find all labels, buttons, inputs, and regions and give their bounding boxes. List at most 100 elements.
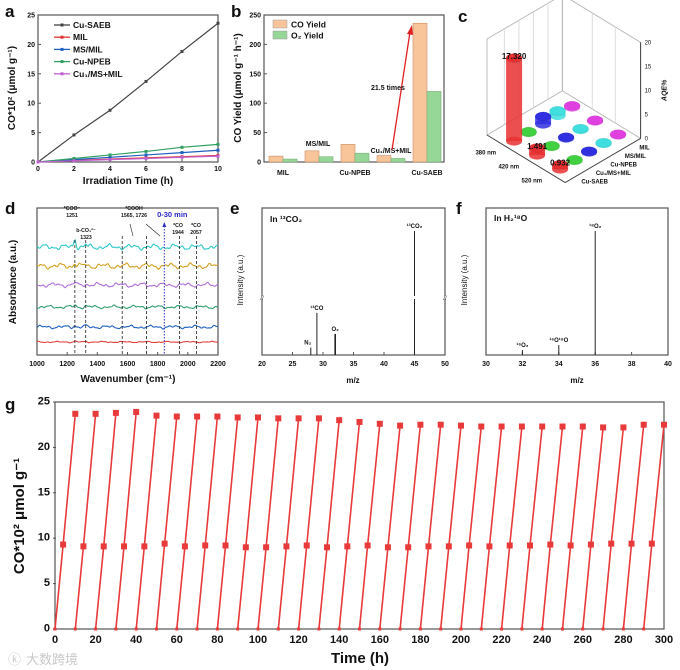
a-point bbox=[72, 133, 76, 137]
f-peak-label: ¹⁸O₂ bbox=[589, 223, 602, 230]
a-point bbox=[180, 145, 184, 149]
e-x-tick-label: 45 bbox=[411, 361, 419, 368]
a-point bbox=[108, 158, 112, 162]
b-y-tick-label: 0 bbox=[257, 160, 261, 167]
d-spectrum-trace bbox=[36, 238, 218, 251]
d-spectrum-trace bbox=[36, 304, 219, 310]
d-x-tick-label: 1200 bbox=[59, 361, 75, 368]
d-x-tick-label: 1400 bbox=[90, 361, 106, 368]
panel-letter-c: c bbox=[458, 7, 467, 26]
e-x-tick-label: 50 bbox=[441, 361, 449, 368]
g-point bbox=[295, 415, 302, 422]
a-x-tick-label: 8 bbox=[180, 166, 184, 173]
g-point bbox=[53, 627, 57, 631]
g-point bbox=[397, 422, 404, 429]
g-point bbox=[520, 627, 524, 631]
g-point bbox=[445, 543, 452, 550]
a-legend-label: MS/MIL bbox=[73, 44, 103, 54]
b-y-tick-label: 250 bbox=[249, 13, 261, 20]
panel-letter-a: a bbox=[5, 2, 15, 21]
a-point bbox=[36, 160, 40, 164]
a-point bbox=[108, 153, 112, 157]
g-point bbox=[518, 423, 525, 430]
g-point bbox=[256, 627, 260, 631]
c-cylinder-top bbox=[566, 154, 583, 165]
a-series-line-Cu-SAEB bbox=[37, 22, 219, 163]
c-cylinder-base bbox=[535, 119, 552, 129]
f-x-tick-label: 32 bbox=[519, 361, 527, 368]
g-point bbox=[324, 544, 331, 551]
d-x-tick-label: 2200 bbox=[210, 361, 226, 368]
c-cylinder-top bbox=[520, 126, 537, 137]
g-point bbox=[133, 408, 140, 415]
b-bar-Cu₁/MS+MIL bbox=[390, 158, 406, 163]
d-x-tick-label: 1600 bbox=[120, 361, 136, 368]
d-xlabel: Wavenumber (cm⁻¹) bbox=[81, 374, 176, 385]
g-point bbox=[356, 418, 363, 425]
b-category-label: Cu-SAEB bbox=[411, 170, 442, 177]
a-point bbox=[144, 156, 148, 160]
b-category-label: MS/MIL bbox=[306, 141, 331, 148]
g-point bbox=[276, 627, 280, 631]
g-point bbox=[94, 627, 98, 631]
c-cylinder-base bbox=[529, 150, 546, 160]
g-point bbox=[486, 543, 493, 550]
b-bar-MIL bbox=[268, 155, 284, 163]
g-point bbox=[214, 413, 221, 420]
a-legend-label: Cu-SAEB bbox=[73, 20, 111, 30]
d-peak-value: 1251 bbox=[66, 213, 78, 219]
a-legend-label: Cu-NPEB bbox=[73, 57, 111, 67]
d-time-marker-arrow bbox=[162, 222, 167, 227]
f-peak-label: ¹⁶O¹⁸O bbox=[549, 337, 568, 344]
e-x-tick-label: 30 bbox=[319, 361, 327, 368]
c-cylinder-top bbox=[563, 100, 581, 111]
g-x-tick-label: 240 bbox=[533, 634, 551, 646]
g-point bbox=[561, 627, 564, 631]
a-x-tick-label: 10 bbox=[214, 166, 222, 173]
d-peak-label: b-CO₃²⁻ bbox=[76, 228, 96, 234]
g-point bbox=[661, 421, 667, 428]
a-point bbox=[216, 148, 220, 152]
b-category-label: Cu-NPEB bbox=[339, 170, 370, 177]
c-cylinder-top bbox=[534, 111, 552, 122]
e-axis-break-icon: // bbox=[260, 296, 264, 302]
c-back-left-wall bbox=[486, 0, 563, 136]
f-x-tick-label: 34 bbox=[555, 361, 563, 368]
e-x-tick-label: 25 bbox=[289, 361, 297, 368]
c-z-tick-label: 15 bbox=[645, 64, 652, 70]
g-point bbox=[620, 424, 627, 431]
g-x-tick-label: 60 bbox=[171, 634, 183, 646]
g-x-tick-label: 20 bbox=[89, 634, 101, 646]
c-cylinder-body-Cu-SAEB bbox=[506, 57, 523, 142]
c-wavelength-label: 520 nm bbox=[521, 178, 542, 184]
g-x-tick-label: 40 bbox=[130, 634, 142, 646]
g-point bbox=[195, 627, 199, 631]
b-bar-Cu₁/MS+MIL bbox=[376, 155, 392, 163]
b-bar-MIL bbox=[282, 158, 298, 163]
a-y-tick-label: 5 bbox=[31, 130, 35, 137]
a-point bbox=[216, 21, 220, 25]
b-annotation: 21.5 times bbox=[371, 85, 405, 92]
g-point bbox=[418, 627, 422, 631]
c-zlabel: AQE% bbox=[662, 79, 669, 102]
g-point bbox=[134, 627, 138, 631]
e-peak-label: O₂ bbox=[332, 327, 340, 333]
c-cylinder-top bbox=[549, 106, 566, 116]
watermark-text: 大数跨境 bbox=[26, 652, 78, 667]
a-legend-label: Cu₁/MS+MIL bbox=[73, 69, 123, 79]
b-bar-Cu-SAEB bbox=[426, 91, 442, 163]
c-sample-label: Cu-NPEB bbox=[610, 163, 637, 169]
g-point bbox=[540, 627, 544, 631]
g-point bbox=[121, 543, 128, 550]
g-x-tick-label: 100 bbox=[249, 634, 267, 646]
g-point bbox=[175, 627, 179, 631]
b-legend-swatch bbox=[272, 30, 288, 40]
c-cylinder-top bbox=[595, 137, 612, 148]
c-value-label: 17.320 bbox=[502, 52, 527, 61]
g-point bbox=[417, 421, 424, 428]
c-cylinder-top bbox=[505, 53, 523, 63]
d-x-tick-label: 2000 bbox=[180, 361, 196, 368]
g-point bbox=[364, 542, 371, 549]
c-z-tick-label: 0 bbox=[645, 136, 649, 142]
